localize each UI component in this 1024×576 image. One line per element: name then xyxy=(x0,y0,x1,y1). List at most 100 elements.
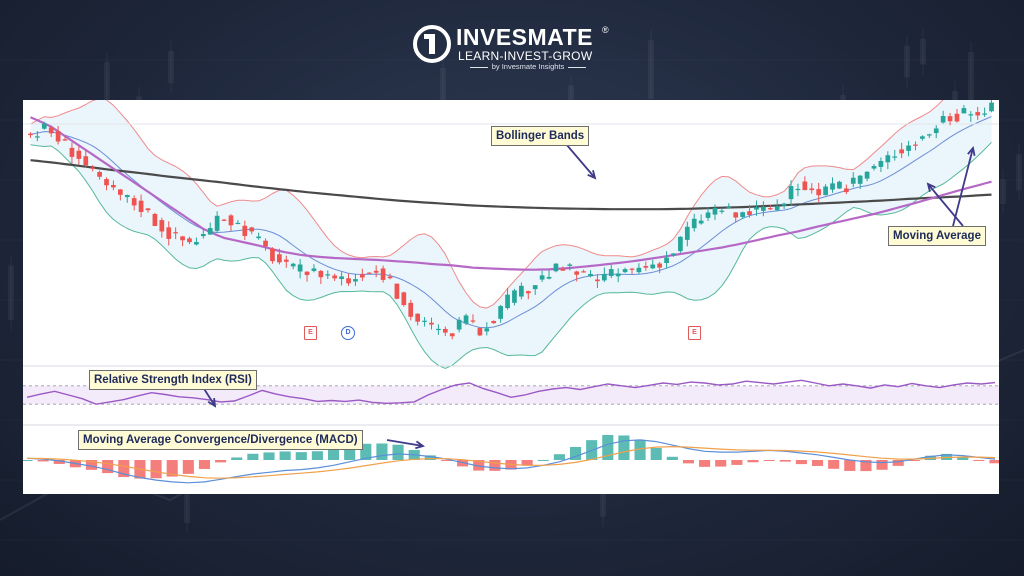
candle-body xyxy=(283,259,289,262)
candle-body xyxy=(754,207,759,210)
macd-histogram-bar xyxy=(521,460,533,466)
macd-histogram-bar xyxy=(198,460,211,469)
macd-histogram-bar xyxy=(715,460,727,467)
macd-histogram-bar xyxy=(424,455,436,460)
candle-body xyxy=(449,333,455,337)
candle-body xyxy=(256,236,261,239)
macd-histogram-bar xyxy=(473,460,485,471)
candle-body xyxy=(767,208,773,210)
candle-body xyxy=(484,328,490,332)
candle-body xyxy=(781,203,787,206)
candle-body xyxy=(235,222,241,225)
invesmate-logo: INVESMATE ® LEARN-INVEST-GROW by Invesma… xyxy=(412,24,612,71)
candle-body xyxy=(892,156,898,158)
chart-panel: Bollinger Bands Moving Average Relative … xyxy=(23,100,999,494)
bg-candle xyxy=(920,38,926,65)
candle-body xyxy=(933,128,939,134)
candle-body xyxy=(346,278,351,284)
macd-histogram-bar xyxy=(376,443,388,460)
candle-body xyxy=(111,185,116,188)
candle-body xyxy=(595,279,600,282)
candle-body xyxy=(774,206,780,211)
candle-body xyxy=(297,264,303,272)
moving-average-arrow-left xyxy=(927,183,964,227)
macd-signal-line xyxy=(26,445,996,479)
candle-body xyxy=(359,274,365,278)
candle-body xyxy=(843,188,849,193)
macd-arrow xyxy=(386,439,424,447)
macd-histogram-bar xyxy=(553,454,565,460)
macd-histogram-bar xyxy=(811,460,824,466)
candle-body xyxy=(498,306,503,319)
macd-histogram-bar xyxy=(150,460,162,479)
candle-body xyxy=(906,145,911,151)
candle-body xyxy=(48,127,54,134)
candle-body xyxy=(622,269,628,273)
macd-histogram-bar xyxy=(231,457,243,460)
macd-histogram-bar xyxy=(860,460,872,472)
macd-histogram-bar xyxy=(102,460,114,474)
macd-histogram-bar xyxy=(23,460,33,461)
candle-body xyxy=(747,211,752,215)
candle-body xyxy=(574,271,580,275)
bg-candle xyxy=(1000,179,1006,204)
candle-body xyxy=(920,136,925,139)
candle-body xyxy=(380,268,386,280)
candle-body xyxy=(228,215,234,226)
candle-body xyxy=(366,272,372,274)
macd-histogram-bar xyxy=(118,460,130,478)
candle-body xyxy=(221,219,227,221)
bollinger-middle-band xyxy=(30,116,992,329)
candle-body xyxy=(857,175,863,184)
bollinger-arrow xyxy=(565,143,596,179)
macd-histogram-bar xyxy=(360,443,372,460)
candle-body xyxy=(152,213,158,226)
rsi-arrow-head xyxy=(207,397,217,408)
candle-body xyxy=(629,268,635,270)
candle-body xyxy=(788,186,794,200)
dividend-marker[interactable]: D xyxy=(341,326,355,340)
candle-body xyxy=(519,285,524,297)
earnings-marker[interactable]: E xyxy=(688,326,701,340)
moving-average-arrow-right xyxy=(952,147,974,227)
candle-body xyxy=(442,328,448,333)
candle-body xyxy=(830,183,835,190)
candle-body xyxy=(415,313,421,322)
macd-histogram-bar xyxy=(747,460,759,463)
candle-body xyxy=(664,257,669,263)
bg-candle xyxy=(648,40,654,99)
brand-byline: by Invesmate Insights xyxy=(458,62,598,71)
candle-body xyxy=(429,322,434,325)
candle-body xyxy=(802,181,808,191)
candle-body xyxy=(954,113,960,122)
candle-body xyxy=(712,208,718,215)
earnings-marker[interactable]: E xyxy=(304,326,317,340)
candle-body xyxy=(138,200,144,212)
candle-body xyxy=(97,172,102,177)
macd-histogram-bar xyxy=(263,452,275,460)
candle-body xyxy=(809,188,815,191)
macd-histogram-bar xyxy=(763,460,775,461)
candle-body xyxy=(463,315,469,324)
macd-histogram-bar xyxy=(699,460,711,467)
candle-body xyxy=(650,264,656,269)
candle-body xyxy=(961,108,967,114)
macd-histogram-bar xyxy=(844,460,856,471)
bg-candle xyxy=(440,67,446,120)
candle-body xyxy=(408,302,414,317)
macd-histogram-bar xyxy=(311,451,323,460)
macd-histogram-bar xyxy=(957,456,969,460)
rsi-band xyxy=(23,385,999,405)
candle-body xyxy=(850,177,856,184)
candle-body xyxy=(795,188,801,191)
macd-histogram-bar xyxy=(731,460,743,465)
candle-body xyxy=(719,210,725,212)
bg-candle xyxy=(168,51,174,84)
bg-candle xyxy=(8,265,14,320)
candle-body xyxy=(539,275,545,280)
bollinger-arrow-head xyxy=(587,170,597,180)
candle-body xyxy=(947,116,953,122)
candle-body xyxy=(373,270,379,273)
candle-body xyxy=(968,114,974,116)
macd-histogram-bar xyxy=(37,460,49,462)
